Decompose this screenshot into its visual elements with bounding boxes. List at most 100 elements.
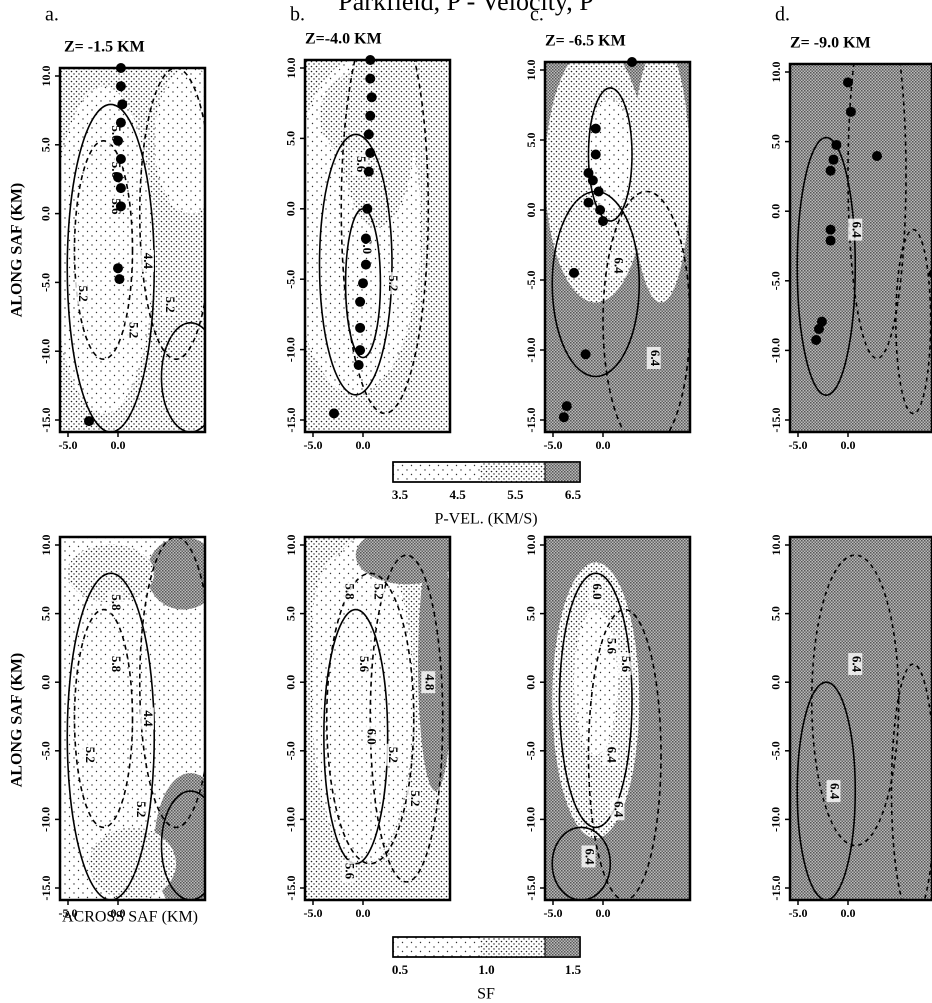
label-bg: [610, 798, 625, 821]
earthquake: [583, 197, 594, 208]
colorbar-frame: [392, 936, 581, 958]
contour-label: 6.4: [612, 257, 627, 274]
panel-content: 6.0 5.65.6 6.4 6.4 6.4: [545, 537, 690, 900]
y-tick-label: 5.0: [524, 606, 538, 621]
y-tick-label: 10.0: [769, 62, 783, 83]
panel-content: 6.4 6.4: [545, 62, 690, 432]
shading: [341, 60, 414, 228]
earthquake: [598, 216, 608, 227]
earthquake: [113, 263, 123, 274]
y-tick-label: -5.0: [524, 271, 538, 290]
shading: [147, 537, 205, 610]
frame: [303, 535, 452, 902]
contour-label: 4.8: [422, 674, 437, 691]
label-bg: [132, 798, 147, 821]
label-bg: [385, 743, 399, 766]
panel: 5.65.65.64.45.25.25.210.05.00.0-5.0-10.0…: [39, 63, 207, 452]
colorbar-label: 1.0: [478, 962, 494, 977]
contour: [73, 140, 134, 360]
contour: [318, 133, 393, 396]
contour: [66, 572, 156, 900]
colorbar-label: 5.5: [507, 487, 524, 502]
label-bg: [140, 707, 154, 730]
earthquake: [828, 154, 839, 165]
shading: [632, 62, 690, 303]
earthquake: [872, 151, 882, 161]
contour: [602, 190, 690, 432]
earthquake: [115, 81, 126, 92]
contour-label: 5.8: [109, 656, 124, 673]
x-tick-label: 0.0: [596, 906, 611, 920]
contour: [847, 64, 907, 360]
x-tick-label: 0.0: [111, 438, 126, 452]
label-bg: [603, 634, 618, 657]
label-bg: [341, 859, 356, 882]
earthquake: [353, 360, 364, 371]
earthquake: [365, 110, 376, 121]
contour: [325, 572, 415, 865]
colorbar-label: 4.5: [450, 487, 467, 502]
shading: [154, 68, 205, 214]
earthquake: [117, 99, 128, 110]
shading: [574, 609, 618, 755]
label-bg: [617, 653, 632, 676]
label-bg: [646, 347, 661, 369]
label-bg: [161, 293, 176, 316]
contour-label: 6.4: [648, 350, 663, 367]
y-tick-label: 10.0: [769, 535, 783, 556]
label-bg: [125, 319, 140, 342]
contour: [551, 826, 612, 900]
colorbar-title: SF: [477, 986, 495, 1003]
contour-label: 5.2: [134, 801, 149, 817]
colorbar-title: P-VEL. (KM/S): [434, 511, 537, 528]
contour-label: 6.4: [849, 656, 864, 673]
label-bg: [108, 591, 123, 614]
label-bg: [363, 725, 378, 748]
label-bg: [370, 580, 385, 603]
frame: [543, 535, 692, 902]
figure-title: Parkfield, P - Velocity, P: [338, 0, 593, 16]
y-axis-label: ALONG SAF (KM): [9, 653, 26, 788]
x-tick-label: 0.0: [356, 906, 371, 920]
contour-label: 6.4: [583, 848, 598, 865]
y-tick-label: 10.0: [39, 535, 53, 556]
x-tick-label: -5.0: [304, 906, 323, 920]
earthquake: [355, 322, 366, 333]
y-tick-label: -5.0: [284, 741, 298, 760]
colorbar: [544, 936, 581, 958]
contour: [890, 663, 932, 900]
label-bg: [848, 218, 863, 241]
contour: [587, 87, 633, 222]
y-tick-label: -15.0: [39, 408, 53, 433]
earthquake: [825, 224, 836, 235]
x-tick-label: 0.0: [841, 906, 856, 920]
y-tick-label: 0.0: [284, 675, 298, 690]
earthquake: [114, 274, 125, 285]
earthquake: [115, 183, 126, 194]
y-tick-label: -15.0: [284, 408, 298, 433]
contour: [323, 608, 389, 865]
y-tick-label: 0.0: [769, 675, 783, 690]
x-tick-label: -5.0: [59, 438, 78, 452]
earthquake: [360, 233, 371, 244]
earthquake: [587, 175, 598, 186]
contour-label: 6.4: [828, 783, 843, 800]
y-tick-label: 5.0: [284, 606, 298, 621]
y-tick-label: 5.0: [39, 606, 53, 621]
label-bg: [82, 743, 96, 766]
label-bg: [421, 671, 436, 694]
contour-label: 5.6: [343, 863, 358, 880]
depth-label: Z= -1.5 KM: [64, 39, 145, 56]
colorbar: [544, 461, 581, 483]
panel: 6.0 5.65.6 6.4 6.4 6.4 10.0 5.0 0.0 -5.0 -10.0 -15…: [524, 535, 692, 920]
y-tick-label: 10.0: [284, 535, 298, 556]
contour-label: 4.4: [141, 253, 156, 270]
label-bg: [581, 845, 596, 868]
y-axis-label: ALONG SAF (KM): [9, 183, 26, 318]
x-tick-label: 0.0: [841, 438, 856, 452]
x-tick-label: 0.0: [111, 906, 126, 920]
earthquake: [845, 106, 856, 117]
contour: [73, 608, 134, 829]
label-bg: [356, 653, 370, 676]
